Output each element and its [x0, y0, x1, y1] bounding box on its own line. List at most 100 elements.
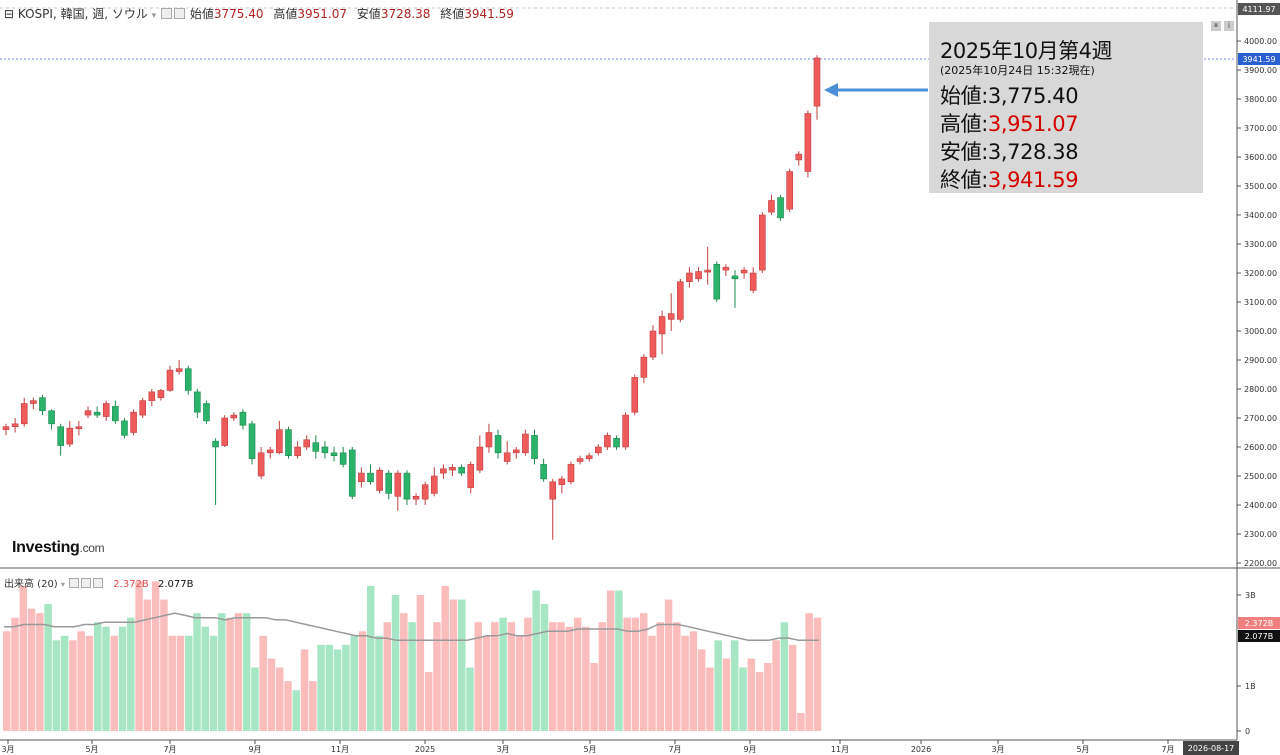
volume-bar: [780, 622, 789, 731]
volume-bar: [482, 635, 491, 731]
time-tick-label: 5月: [85, 745, 98, 754]
volume-bar: [606, 590, 615, 731]
price-tick-label: 3600.00: [1244, 153, 1277, 162]
volume-ma-line: [4, 612, 819, 642]
volume-bar: [648, 635, 656, 731]
candle-body: [695, 271, 702, 280]
volume-bar: [383, 622, 392, 731]
info-icon[interactable]: i: [1224, 21, 1234, 31]
volume-badge-1-text: 2.372B: [1245, 619, 1273, 628]
volume-bar: [226, 617, 234, 731]
volume-bar: [94, 622, 102, 731]
time-tick-label: 7月: [668, 745, 681, 754]
volume-close-icon[interactable]: [93, 578, 104, 588]
volume-bar: [176, 635, 185, 731]
volume-bar: [739, 667, 747, 731]
candle-body: [759, 214, 766, 271]
time-tick-label: 5月: [583, 745, 596, 754]
candle-body: [348, 449, 356, 497]
date-badge: [1183, 741, 1239, 755]
candle-body: [677, 281, 684, 320]
candle-body: [285, 429, 292, 457]
volume-bar: [143, 599, 152, 731]
visibility-icon[interactable]: [161, 8, 173, 19]
volume-bar: [391, 595, 400, 731]
close-label: 終値: [440, 7, 465, 21]
candle-body: [522, 433, 529, 454]
candle-body: [166, 369, 174, 391]
volume-bar: [160, 599, 168, 731]
volume-tick-label: 0: [1245, 727, 1250, 736]
candle-body: [257, 452, 265, 477]
volume-label[interactable]: 出来高 (20): [4, 579, 58, 590]
candle-body: [576, 458, 584, 462]
volume-bar: [532, 590, 540, 731]
candle-body: [704, 269, 711, 273]
collapse-icon[interactable]: ⊟: [4, 7, 15, 21]
candle-body: [312, 442, 320, 452]
volume-bar: [788, 644, 797, 731]
candle-body: [139, 400, 146, 416]
candle-body: [339, 452, 347, 465]
candle-body: [148, 391, 156, 401]
volume-bar: [697, 649, 706, 731]
candle-body: [385, 472, 393, 494]
low-label: 安値: [356, 7, 381, 21]
time-tick-label: 2025: [415, 745, 435, 754]
time-axis[interactable]: 3月 5月 7月 9月 11月 2025 3月 5月 7月 9月 11月 2026 3月 5月 7月: [1, 740, 1175, 754]
volume-bar: [722, 658, 731, 731]
info-close-label: 終値:: [940, 168, 988, 192]
volume-bar: [582, 626, 590, 731]
volume-bar: [656, 622, 665, 731]
candle-body: [540, 464, 547, 480]
volume-bar: [127, 617, 135, 731]
volume-bar: [350, 635, 358, 731]
volume-bar: [3, 631, 11, 731]
volume-tick-label: 1B: [1245, 682, 1256, 691]
volume-bar: [640, 613, 648, 731]
info-open-label: 始値:: [940, 84, 988, 108]
volume-bar: [491, 622, 499, 731]
volume-bar: [27, 608, 36, 731]
volume-bar: [309, 681, 317, 731]
candle-body: [203, 403, 210, 422]
candle-body: [585, 455, 593, 459]
candle-body: [20, 403, 28, 425]
candle-body: [485, 432, 493, 448]
price-axis[interactable]: 2200.00 2300.00 2400.00 2500.00 2600.00 2700.…: [1237, 37, 1277, 736]
dropdown-icon[interactable]: ▾: [151, 11, 157, 21]
candle-body: [649, 330, 657, 358]
candle-body: [175, 368, 183, 372]
volume-tick-label: 3B: [1245, 591, 1256, 600]
pause-icon[interactable]: ⏸: [1211, 21, 1221, 31]
candle-body: [440, 468, 447, 474]
candle-body: [549, 481, 557, 500]
candle-body: [266, 449, 274, 454]
volume-bar: [441, 585, 449, 731]
volume-bar: [731, 640, 739, 731]
volume-settings-icon[interactable]: [81, 578, 92, 588]
candle-body: [39, 397, 46, 412]
volume-dropdown-icon[interactable]: ▾: [60, 580, 65, 589]
high-label: 高値: [273, 7, 298, 21]
symbol-name[interactable]: KOSPI, 韓国, 週, ソウル: [17, 7, 148, 21]
open-value: 3775.40: [213, 7, 264, 21]
info-box: 2025年10月第4週 (2025年10月24日 15:32現在) 始値:3,7…: [929, 22, 1203, 193]
volume-bar: [292, 690, 301, 731]
last-price-badge: [1238, 53, 1280, 65]
volume-bar: [85, 635, 94, 731]
volume-bar: [424, 672, 433, 731]
volume-visibility-icon[interactable]: [69, 578, 80, 588]
close-value: 3941.59: [464, 7, 514, 21]
volume-bar: [615, 590, 623, 731]
volume-bar: [242, 613, 251, 731]
volume-bar: [151, 581, 160, 731]
volume-bar: [358, 631, 367, 731]
low-value: 3728.38: [380, 7, 431, 21]
volume-bar: [805, 613, 813, 731]
top-price-badge: [1238, 3, 1280, 15]
price-tick-label: 2900.00: [1244, 356, 1277, 365]
settings-icon[interactable]: [174, 8, 186, 19]
candle-body: [376, 469, 383, 491]
volume-bar: [416, 595, 425, 731]
